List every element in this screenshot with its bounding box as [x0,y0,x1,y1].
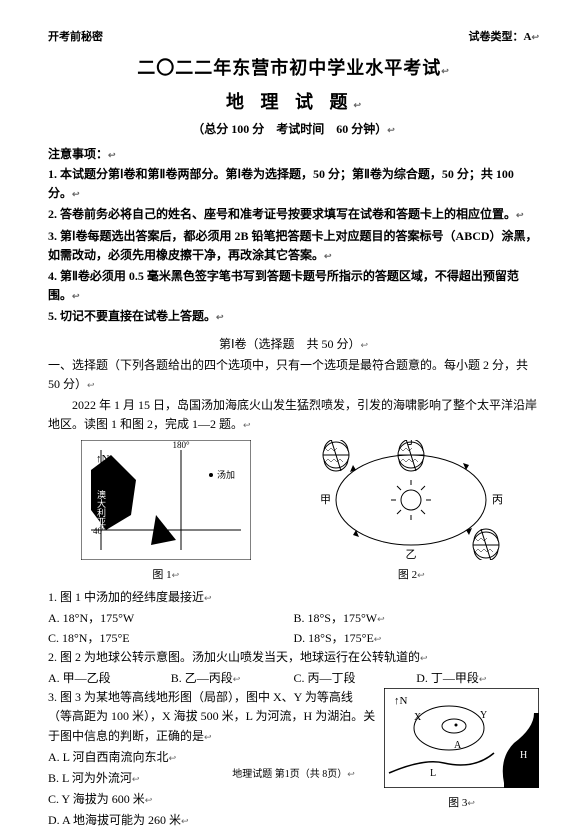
fig2-label: 图 2 [316,566,506,582]
figure-2: 丁 丙 乙 甲 图 2 [316,440,506,582]
notice-4: 4. 第Ⅱ卷必须用 0.5 毫米黑色签字笔书写到答题卡题号所指示的答题区域，不得… [48,267,539,305]
q1-d: D. 18°S，175°E [294,629,540,648]
q2-c: C. 丙—丁段 [294,669,417,688]
header-left: 开考前秘密 [48,28,103,44]
q2-options: A. 甲—乙段 B. 乙—丙段 C. 丙—丁段 D. 丁—甲段 [48,669,539,688]
notice-2: 2. 答卷前务必将自己的姓名、座号和准考证号按要求填写在试卷和答题卡上的相应位置… [48,205,539,224]
map3-h: H [520,750,527,761]
map3-y: Y [480,710,487,721]
q1-c: C. 18°N，175°E [48,629,294,648]
subject-title: 地 理 试 题 [48,88,539,114]
q3-c: C. Y 海拔为 600 米 [48,790,376,809]
q2-d: D. 丁—甲段 [416,669,539,688]
svg-text:↑N: ↑N [394,695,408,707]
q2-b: B. 乙—丙段 [171,669,294,688]
header-row: 开考前秘密 试卷类型：A [48,28,539,44]
context-1: 2022 年 1 月 15 日，岛国汤加海底火山发生猛烈喷发，引发的海啸影响了整… [48,396,539,434]
section-1-title: 第Ⅰ卷（选择题 共 50 分） [48,335,539,352]
svg-text:↑N: ↑N [96,453,110,465]
q1-b: B. 18°S，175°W [294,609,540,628]
au-label: 澳大利亚 [96,489,106,526]
pos-yi: 乙 [406,548,417,560]
notice-label: 注意事项： [48,145,539,162]
q2-a: A. 甲—乙段 [48,669,171,688]
lat-label: 40° [93,526,106,536]
figure-3: X Y L A H ↑N 图 3 [384,688,539,832]
notice-1: 1. 本试题分第Ⅰ卷和第Ⅱ卷两部分。第Ⅰ卷为选择题，50 分；第Ⅱ卷为综合题，5… [48,165,539,203]
pos-ding: 丁 [406,440,417,447]
figure-1: 180° 40° 澳大利亚 汤加 ↑N 图 1 [81,440,251,582]
pos-jia: 甲 [320,494,331,506]
map3-x: X [414,712,422,723]
q3-d: D. A 地海拔可能为 260 米 [48,811,376,830]
fig1-label: 图 1 [81,566,251,582]
figures-row-1: 180° 40° 澳大利亚 汤加 ↑N 图 1 丁 丙 [48,440,539,582]
section-1-intro: 一、选择题（下列各题给出的四个选项中，只有一个选项是最符合题意的。每小题 2 分… [48,356,539,394]
fig3-label: 图 3 [384,794,539,810]
q1-a: A. 18°N，175°W [48,609,294,628]
q3-block: 3. 图 3 为某地等高线地形图（局部），图中 X、Y 为等高线（等高距为 10… [48,688,539,832]
tonga-label: 汤加 [217,470,235,480]
exam-title: 二〇二二年东营市初中学业水平考试 [48,54,539,80]
q3-stem: 3. 图 3 为某地等高线地形图（局部），图中 X、Y 为等高线（等高距为 10… [48,688,376,746]
page-footer: 地理试题 第1页（共 8页） [0,765,587,780]
score-line: （总分 100 分 考试时间 60 分钟） [48,120,539,137]
map3-a: A [454,740,462,751]
q1-options: A. 18°N，175°W B. 18°S，175°W C. 18°N，175°… [48,609,539,647]
q2-stem: 2. 图 2 为地球公转示意图。汤加火山喷发当天，地球运行在公转轨道的 [48,648,539,667]
lon-label: 180° [172,440,190,450]
notice-5: 5. 切记不要直接在试卷上答题。 [48,307,539,326]
header-right: 试卷类型：A [469,28,540,44]
notice-3: 3. 第Ⅰ卷每题选出答案后，都必须用 2B 铅笔把答题卡上对应题目的答案标号（A… [48,227,539,265]
q1-stem: 1. 图 1 中汤加的经纬度最接近 [48,588,539,607]
pos-bing: 丙 [492,494,503,506]
